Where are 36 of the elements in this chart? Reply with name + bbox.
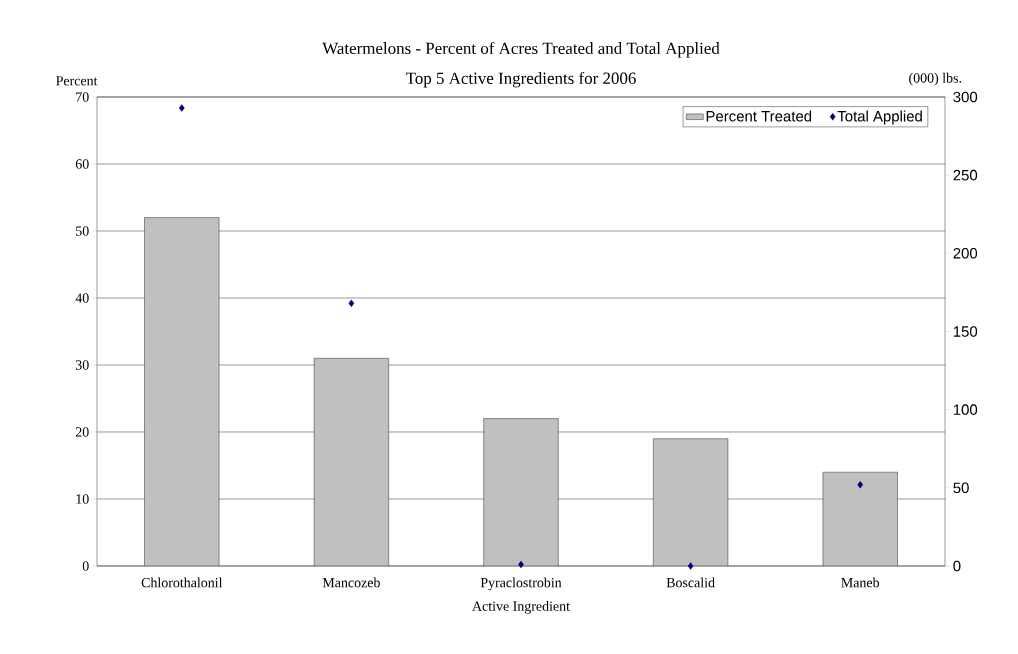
y2-tick-label: 50 bbox=[953, 482, 969, 494]
point bbox=[857, 481, 864, 489]
bar bbox=[822, 472, 898, 566]
legend-label: Percent Treated bbox=[706, 110, 812, 122]
x-tick-label: Boscalid bbox=[666, 577, 715, 588]
bar bbox=[144, 217, 220, 566]
point bbox=[178, 104, 185, 112]
bar bbox=[483, 418, 559, 566]
chart-subtitle: Top 5 Active Ingredients for 2006 bbox=[405, 71, 636, 88]
chart-title: Watermelons - Percent of Acres Treated and Total Applied bbox=[322, 41, 720, 58]
y-tick-label: 70 bbox=[76, 92, 89, 102]
bar bbox=[313, 358, 389, 566]
x-tick-label: Mancozeb bbox=[322, 577, 380, 588]
point bbox=[348, 299, 355, 308]
y-tick-label: 0 bbox=[82, 561, 89, 571]
x-tick-label: Pyraclostrobin bbox=[480, 577, 562, 591]
y2-tick-label: 0 bbox=[953, 560, 961, 572]
legend-label: Total Applied bbox=[837, 110, 922, 125]
bar bbox=[653, 438, 729, 566]
x-axis-title: Active Ingredient bbox=[472, 601, 570, 614]
y-tick-label: 20 bbox=[75, 427, 89, 437]
y-tick-label: 40 bbox=[75, 293, 89, 303]
y-tick-label: 30 bbox=[75, 360, 89, 370]
y2-tick-label: 200 bbox=[953, 248, 978, 259]
point bbox=[687, 562, 694, 570]
x-tick-label: Maneb bbox=[841, 577, 880, 588]
y-tick-label: 50 bbox=[76, 226, 89, 236]
y2-axis-title: (000) lbs. bbox=[909, 72, 962, 86]
y-tick-label: 10 bbox=[76, 494, 89, 504]
x-tick-label: Chlorothalonil bbox=[141, 577, 223, 588]
y2-tick-label: 100 bbox=[953, 404, 978, 415]
y2-tick-label: 250 bbox=[953, 169, 978, 181]
y2-tick-label: 150 bbox=[953, 326, 978, 337]
y-axis-title: Percent bbox=[56, 76, 98, 86]
y-tick-label: 60 bbox=[75, 159, 89, 169]
y2-tick-label: 300 bbox=[953, 91, 978, 103]
